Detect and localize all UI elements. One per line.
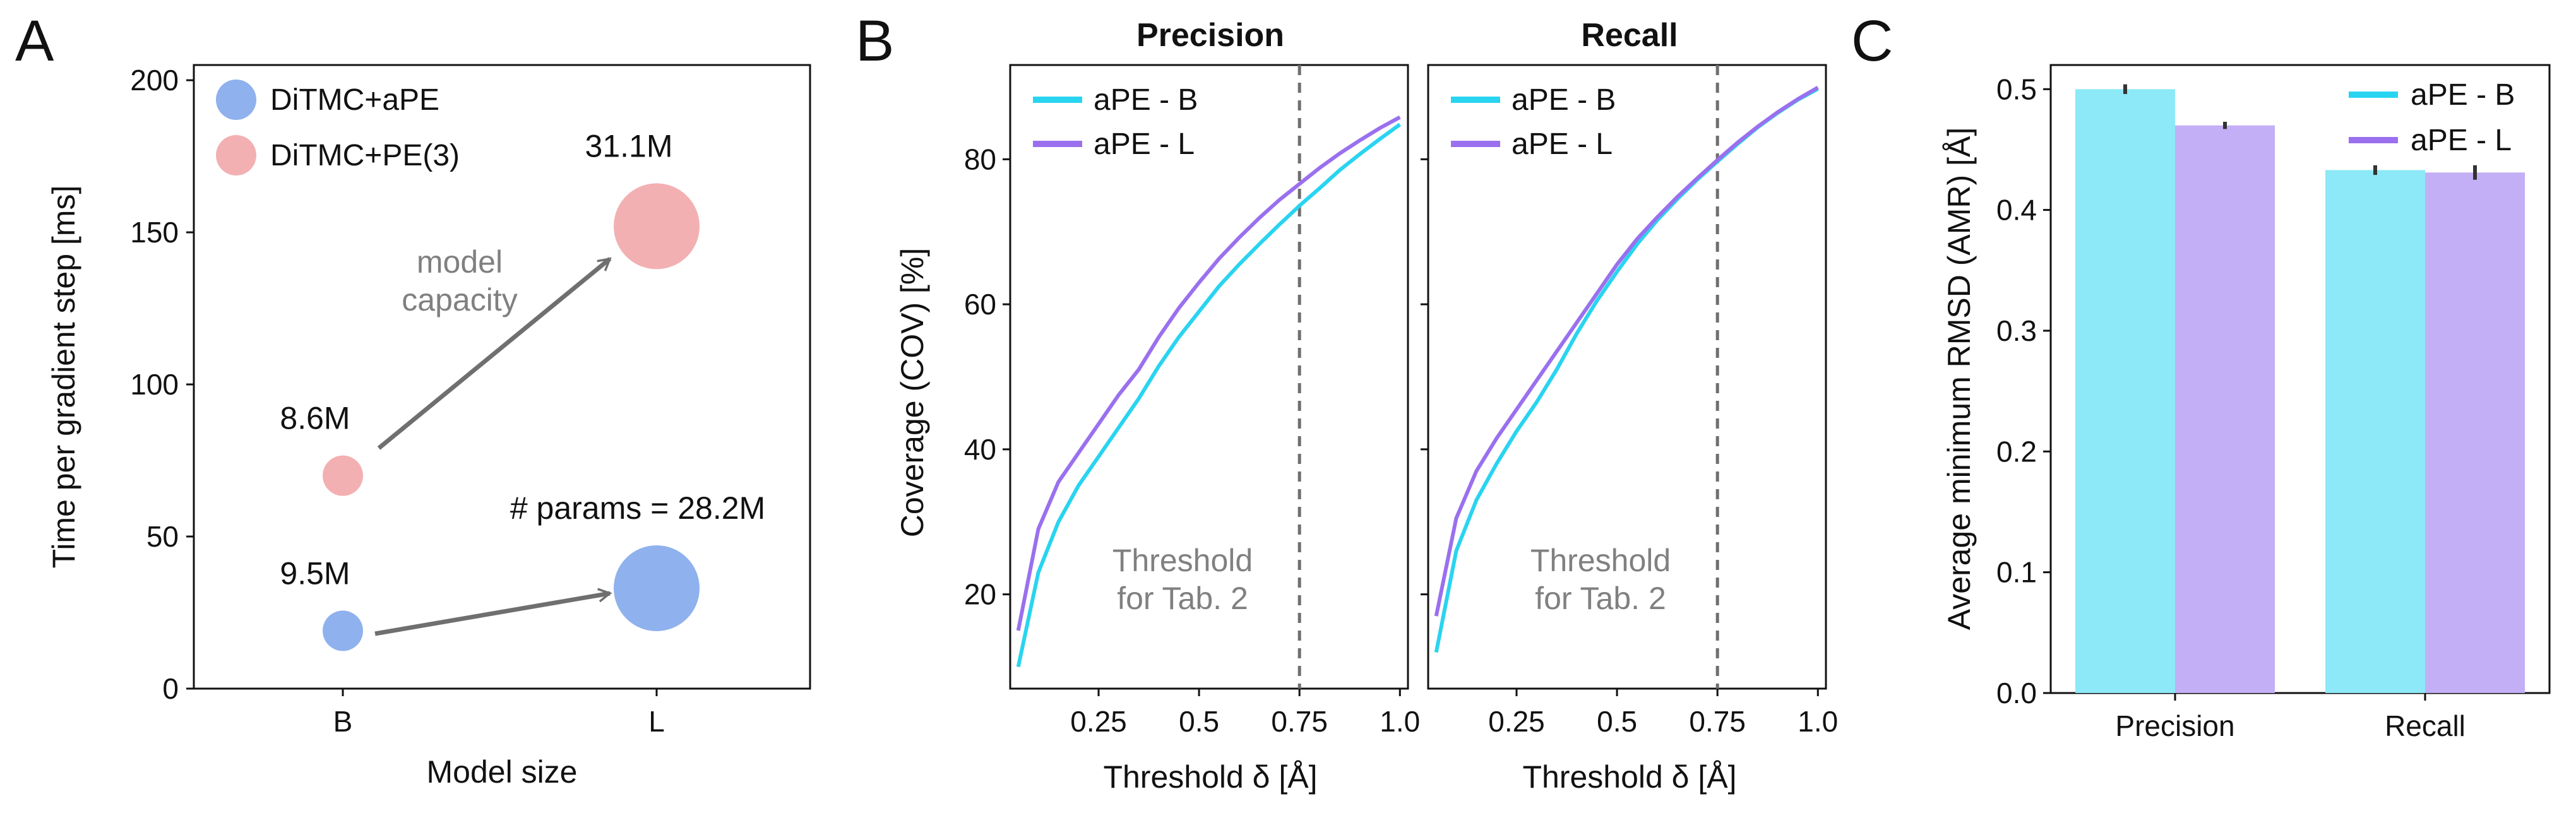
precision-legend-label-aPE-B: aPE - B xyxy=(1094,83,1198,117)
recall-legend-label-aPE-L: aPE - L xyxy=(1512,127,1613,161)
bar-ape-l-recall xyxy=(2425,172,2525,693)
panel-c-bar-chart: 0.0 0.1 0.2 0.3 0.4 0.5 Precision Recall aPE - … xyxy=(1941,64,2551,742)
aPE-scaling-arrow xyxy=(374,588,612,636)
recall-legend-label-aPE-B: aPE - B xyxy=(1512,83,1616,117)
bar-x-tick-label-precision: Precision xyxy=(2115,709,2234,742)
bar-ape-b-recall xyxy=(2325,170,2425,693)
panel-a-frame xyxy=(193,64,811,690)
y-tick-label-200: 200 xyxy=(130,64,179,97)
recall-x-tick-label-0: 0.25 xyxy=(1488,705,1545,738)
precision-x-tick-label-1: 0.5 xyxy=(1179,705,1219,738)
panel-b-y-label: Coverage (COV) [%] xyxy=(895,248,930,537)
x-tick-label-b: B xyxy=(333,705,353,738)
bar-y-tick-label-3: 0.3 xyxy=(1996,314,2037,347)
panel-a-bubble-labels: 9.5M # params = 28.2M 8.6M 31.1M xyxy=(280,128,765,591)
precision-x-tick-label-3: 1.0 xyxy=(1380,705,1420,738)
recall-x-tick-label-3: 1.0 xyxy=(1798,705,1838,738)
panel-c-y-label: Average minimum RMSD (AMR) [Å] xyxy=(1941,127,1977,630)
precision-threshold-label-line1: Threshold xyxy=(1112,543,1253,578)
bar-y-tick-label-5: 0.5 xyxy=(1996,73,2037,105)
precision-line-ape-b xyxy=(1016,122,1402,668)
recall-threshold-label-line1: Threshold xyxy=(1530,543,1671,578)
bar-legend-label-aPE-B: aPE - B xyxy=(2411,78,2515,112)
recall-plot-frame xyxy=(1427,64,1827,690)
bubble-label-ditmc-ape-l: # params = 28.2M xyxy=(510,490,765,526)
model-capacity-label-line2: capacity xyxy=(402,282,517,317)
precision-x-tick-label-0: 0.25 xyxy=(1070,705,1127,738)
recall-threshold-label-line2: for Tab. 2 xyxy=(1535,581,1666,616)
recall-x-tick-label-2: 0.75 xyxy=(1689,705,1746,738)
bubble-ditmc-pe-3-l xyxy=(614,183,700,270)
panel-a-x-label: Model size xyxy=(427,754,578,790)
panel-b-recall-chart: Recall 0.25 0.5 0.75 1.0 Threshold for Tab.… xyxy=(1421,17,1838,795)
PE3-scaling-arrow xyxy=(377,257,612,450)
recall-x-label: Threshold δ [Å] xyxy=(1522,759,1736,795)
bar-y-tick-label-1: 0.1 xyxy=(1996,556,2037,589)
bar-x-tick-label-recall: Recall xyxy=(2385,709,2466,742)
panel-c-frame xyxy=(2049,64,2551,694)
precision-x-tick-label-2: 0.75 xyxy=(1271,705,1328,738)
bar-y-tick-label-2: 0.2 xyxy=(1996,435,2037,468)
panel-b-precision-chart: Precision 20 40 60 80 0.25 0.5 0.75 1.0 Thresho… xyxy=(895,17,1420,795)
precision-y-tick-label-40: 40 xyxy=(964,433,996,466)
legend-label-PE3: DiTMC+PE(3) xyxy=(270,139,460,172)
bar-y-tick-label-0: 0.0 xyxy=(1996,677,2037,709)
panel-letter-b: B xyxy=(856,9,894,73)
bubble-label-ditmc-pe-3-b: 8.6M xyxy=(280,401,350,436)
bubble-ditmc-pe-3-b xyxy=(323,455,363,496)
precision-legend-label-aPE-L: aPE - L xyxy=(1094,127,1195,161)
panel-a-bubbles xyxy=(323,183,700,651)
legend-marker-aPE xyxy=(216,80,256,120)
x-tick-label-l: L xyxy=(648,705,665,738)
recall-x-tick-label-1: 0.5 xyxy=(1597,705,1637,738)
y-tick-label-100: 100 xyxy=(130,368,179,401)
precision-line-ape-l xyxy=(1016,116,1401,631)
recall-plot-title: Recall xyxy=(1581,17,1678,54)
panel-c-content: 0.0 0.1 0.2 0.3 0.4 0.5 Precision Recall xyxy=(1996,73,2525,742)
precision-plot-title: Precision xyxy=(1136,17,1284,54)
panel-a-y-ticks: 0 50 100 150 200 xyxy=(130,64,194,705)
bubble-ditmc-ape-b xyxy=(323,610,363,651)
panel-letter-a: A xyxy=(15,9,54,73)
bubble-label-ditmc-pe-3-l: 31.1M xyxy=(585,128,673,163)
precision-plot-frame xyxy=(1009,64,1409,690)
recall-line-ape-l xyxy=(1434,86,1819,617)
bubble-ditmc-ape-l xyxy=(614,545,700,631)
precision-y-tick-label-20: 20 xyxy=(964,578,996,611)
panel-letter-c: C xyxy=(1851,9,1893,73)
precision-y-tick-label-80: 80 xyxy=(964,143,996,175)
bar-ape-l-precision xyxy=(2175,125,2275,693)
bubble-label-ditmc-ape-b: 9.5M xyxy=(280,555,350,591)
y-tick-label-0: 0 xyxy=(162,672,179,705)
legend-label-aPE: DiTMC+aPE xyxy=(270,83,439,117)
panel-a-y-label: Time per gradient step [ms] xyxy=(46,186,81,569)
model-capacity-label-line1: model xyxy=(417,244,503,280)
legend-marker-PE3 xyxy=(216,135,256,175)
precision-y-tick-label-60: 60 xyxy=(964,288,996,321)
bar-y-tick-label-4: 0.4 xyxy=(1996,194,2037,227)
bar-legend-label-aPE-L: aPE - L xyxy=(2411,124,2512,157)
precision-x-label: Threshold δ [Å] xyxy=(1103,759,1317,795)
y-tick-label-150: 150 xyxy=(130,216,179,249)
precision-threshold-label-line2: for Tab. 2 xyxy=(1117,581,1248,616)
y-tick-label-50: 50 xyxy=(146,520,179,553)
precision-plot-content: 20 40 60 80 0.25 0.5 0.75 1.0 xyxy=(964,65,1420,738)
recall-plot-content: 0.25 0.5 0.75 1.0 xyxy=(1421,65,1838,738)
bar-ape-b-precision xyxy=(2075,89,2175,693)
